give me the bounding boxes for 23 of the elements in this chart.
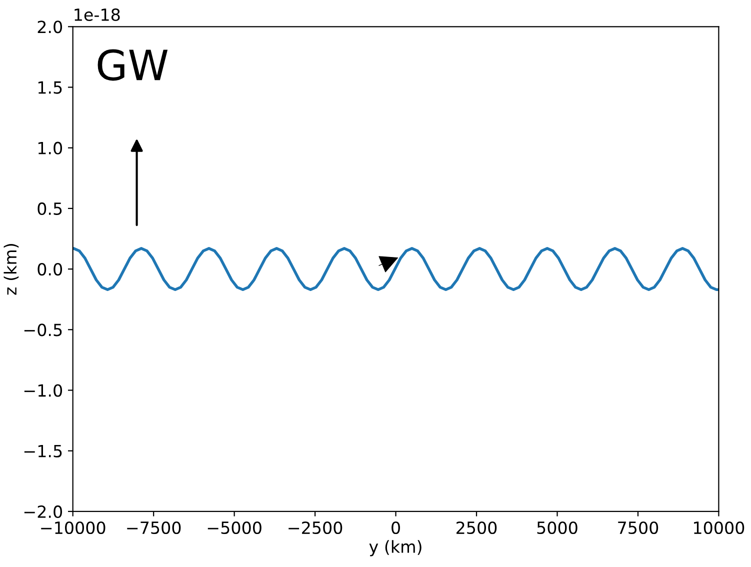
y-axis-title: z (km) bbox=[4, 244, 19, 295]
y-tick-label: −1.0 bbox=[24, 384, 62, 397]
x-tick-label: −2500 bbox=[288, 521, 342, 534]
x-tick-label: 2500 bbox=[456, 521, 497, 534]
x-tick-label: −7500 bbox=[127, 521, 181, 534]
x-tick-label: −5000 bbox=[208, 521, 262, 534]
y-tick-label: 1.5 bbox=[38, 81, 62, 94]
x-tick-label: −10000 bbox=[41, 521, 106, 534]
x-axis-title: y (km) bbox=[369, 540, 422, 556]
line-series bbox=[72, 247, 719, 292]
annotation: GW bbox=[98, 49, 168, 81]
text: 1e-18 bbox=[74, 8, 120, 21]
y-tick-label: −2.0 bbox=[24, 505, 62, 518]
x-tick-label: 7500 bbox=[618, 521, 658, 534]
y-tick-label: 0.0 bbox=[38, 263, 62, 276]
y-tick-label: −1.5 bbox=[24, 445, 62, 458]
x-tick-label: 5000 bbox=[537, 521, 578, 534]
y-tick-label: −0.5 bbox=[24, 324, 62, 336]
y-tick-label: 0.5 bbox=[38, 202, 62, 216]
x-tick-label: 10000 bbox=[694, 521, 744, 534]
y-tick-label: 2.0 bbox=[38, 20, 62, 34]
x-tick-label: 0 bbox=[392, 521, 400, 534]
y-tick-label: 1.0 bbox=[38, 142, 62, 154]
